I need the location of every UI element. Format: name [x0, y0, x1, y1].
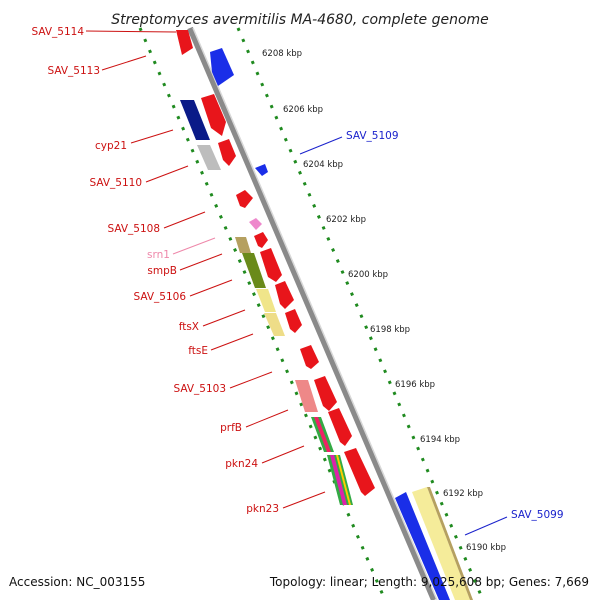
reverse-strand-genes: [176, 30, 353, 505]
gene-arrow[interactable]: [236, 190, 253, 208]
gene-arrow[interactable]: [218, 139, 236, 166]
kbp-tick-label: 6208 kbp: [262, 49, 302, 59]
gene-label-SAV_5109[interactable]: SAV_5109: [346, 130, 399, 142]
leader-line: [245, 409, 289, 428]
gene-arrow[interactable]: [260, 248, 282, 282]
gene-label-ftsX[interactable]: ftsX: [179, 321, 199, 333]
gene-block[interactable]: [256, 289, 276, 312]
gene-block[interactable]: [235, 237, 251, 253]
gene-label-pkn23[interactable]: pkn23: [246, 503, 279, 515]
gene-block[interactable]: [295, 380, 318, 412]
leader-line: [179, 253, 223, 271]
gene-arrow[interactable]: [255, 164, 268, 176]
kbp-tick-label: 6204 kbp: [303, 160, 343, 170]
leader-line: [299, 136, 343, 155]
topology-text: Topology: linear; Length: 9,025,608 bp; …: [269, 575, 589, 589]
kbp-tick-label: 6192 kbp: [443, 489, 483, 499]
gene-label-prfB[interactable]: prfB: [220, 422, 242, 434]
leader-line: [101, 55, 147, 71]
leader-line: [202, 309, 246, 327]
kbp-tick-label: 6202 kbp: [326, 215, 366, 225]
left-gene-labels: SAV_5114 SAV_5113 cyp21 SAV_5110 SAV_510…: [31, 26, 326, 515]
forward-strand-genes: [201, 48, 473, 600]
leader-line: [282, 491, 326, 509]
kbp-tick-label: 6198 kbp: [370, 325, 410, 335]
gene-block[interactable]: [197, 145, 221, 170]
leader-line: [163, 211, 206, 229]
leader-line: [85, 30, 177, 33]
leader-line: [172, 237, 216, 255]
gene-arrow[interactable]: [249, 218, 262, 230]
gene-arrow[interactable]: [314, 376, 337, 411]
right-guide-line: [236, 27, 485, 600]
leader-line: [145, 165, 189, 183]
gene-arrow[interactable]: [201, 94, 226, 136]
kbp-tick-label: 6206 kbp: [283, 105, 323, 115]
gene-block[interactable]: [176, 30, 193, 55]
gene-arrow[interactable]: [328, 408, 352, 446]
leader-line: [464, 516, 508, 536]
gene-arrow[interactable]: [285, 309, 302, 333]
gene-block[interactable]: [180, 100, 210, 140]
kbp-tick-label: 6196 kbp: [395, 380, 435, 390]
gene-arrow[interactable]: [427, 487, 473, 600]
gene-label-pkn24[interactable]: pkn24: [225, 458, 258, 470]
gene-label-ftsE[interactable]: ftsE: [188, 345, 208, 357]
gene-label-smpB[interactable]: smpB: [147, 265, 177, 277]
gene-arrow[interactable]: [210, 48, 234, 86]
gene-arrow[interactable]: [254, 232, 268, 248]
leader-line: [210, 333, 254, 351]
gene-label-SAV_5114[interactable]: SAV_5114: [31, 26, 84, 38]
gene-label-SAV_5110[interactable]: SAV_5110: [89, 177, 142, 189]
gene-arrow[interactable]: [275, 281, 294, 309]
gene-block[interactable]: [314, 417, 331, 452]
gene-label-SAV_5099[interactable]: SAV_5099: [511, 509, 564, 521]
gene-label-srn1[interactable]: srn1: [147, 249, 170, 261]
gene-label-SAV_5103[interactable]: SAV_5103: [173, 383, 226, 395]
genome-backbone-highlight: [192, 27, 438, 600]
gene-label-SAV_5113[interactable]: SAV_5113: [47, 65, 100, 77]
gene-label-SAV_5108[interactable]: SAV_5108: [107, 223, 160, 235]
genome-backbone: [187, 26, 437, 600]
accession-text: Accession: NC_003155: [9, 575, 145, 589]
leader-line: [130, 129, 174, 144]
leader-line: [261, 445, 305, 464]
gene-block[interactable]: [242, 253, 266, 288]
kbp-tick-label: 6194 kbp: [420, 435, 460, 445]
kbp-scale: 6208 kbp 6206 kbp 6204 kbp 6202 kbp 6200…: [262, 49, 506, 553]
leader-line: [189, 279, 233, 297]
gene-block[interactable]: [336, 455, 351, 505]
gene-arrow[interactable]: [344, 448, 375, 496]
kbp-tick-label: 6200 kbp: [348, 270, 388, 280]
gene-block[interactable]: [264, 313, 285, 336]
right-gene-labels: SAV_5109 SAV_5099: [299, 130, 564, 536]
gene-label-SAV_5106[interactable]: SAV_5106: [133, 291, 186, 303]
gene-arrow[interactable]: [395, 492, 450, 600]
gene-arrow[interactable]: [412, 487, 470, 600]
gene-label-cyp21[interactable]: cyp21: [95, 140, 127, 152]
map-title: Streptomyces avermitilis MA-4680, comple…: [111, 12, 489, 28]
kbp-tick-label: 6190 kbp: [466, 543, 506, 553]
gene-arrow[interactable]: [300, 345, 319, 369]
leader-line: [229, 371, 273, 389]
gene-block[interactable]: [330, 455, 347, 505]
